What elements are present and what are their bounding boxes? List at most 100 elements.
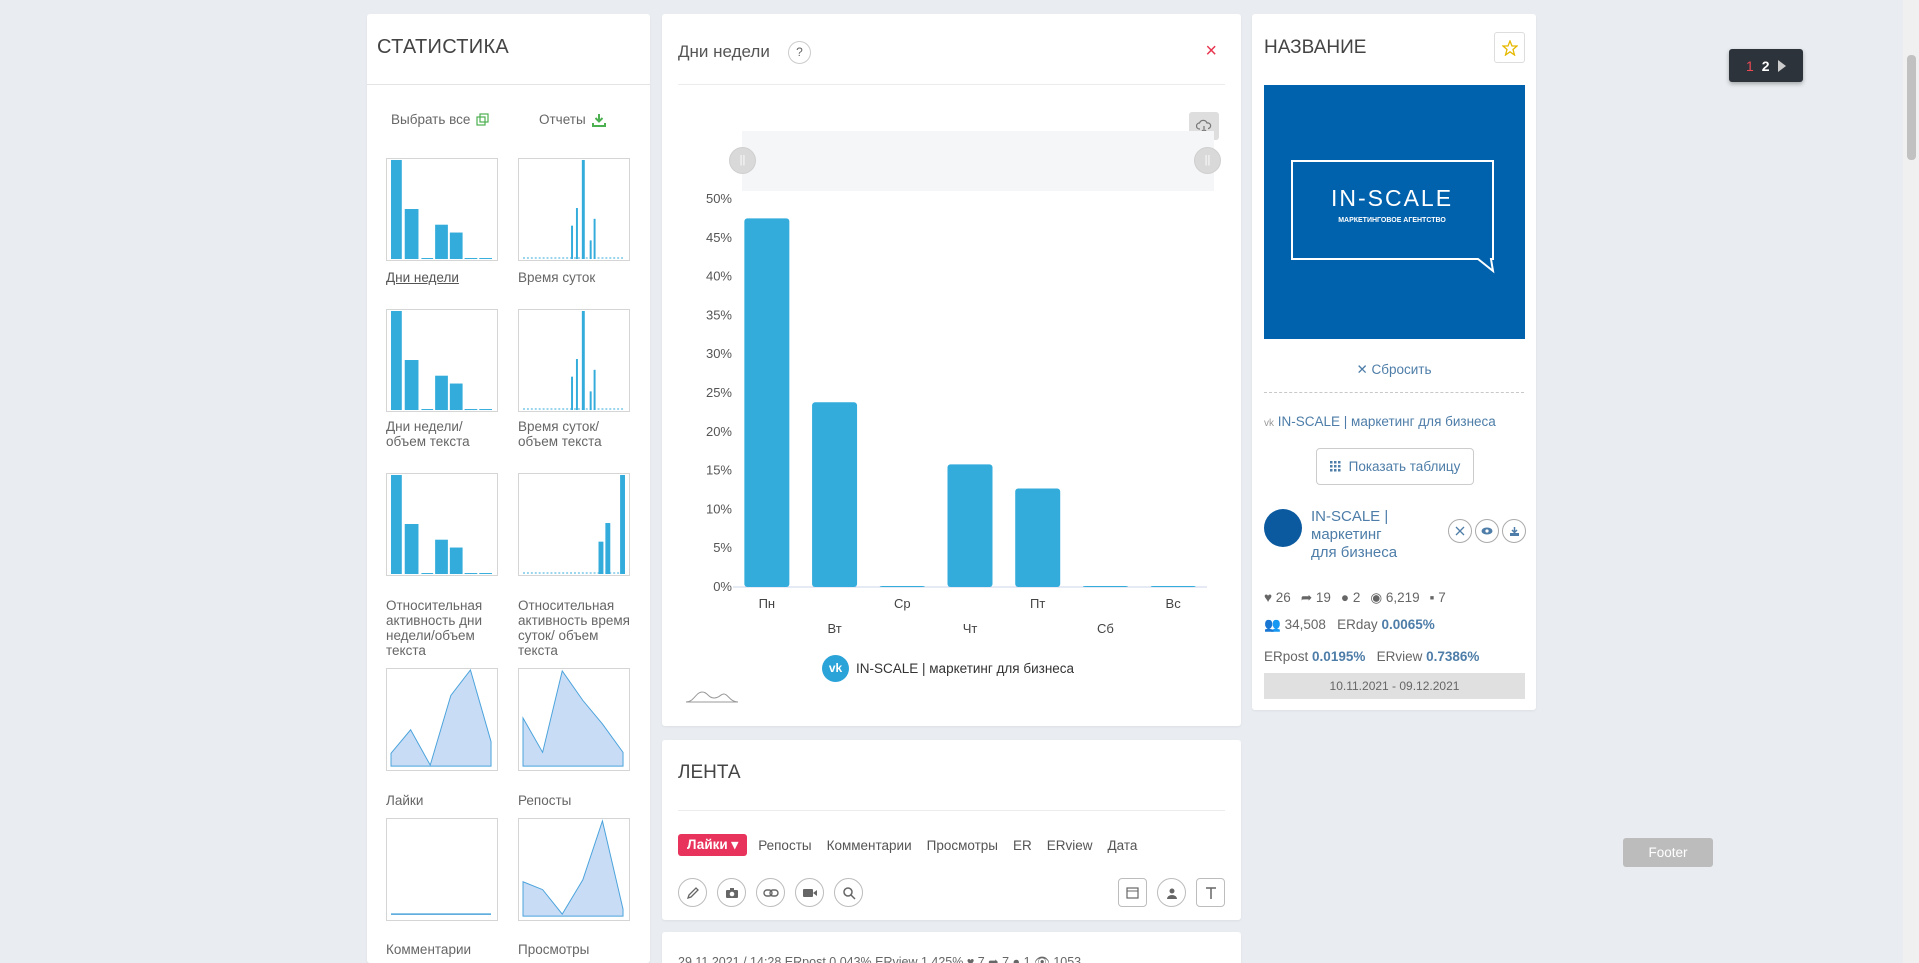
sort-er[interactable]: ER bbox=[1012, 837, 1032, 853]
bar-Вс[interactable] bbox=[1150, 586, 1196, 587]
thumb-comments[interactable] bbox=[386, 818, 498, 921]
thumb-views[interactable] bbox=[518, 818, 630, 921]
download-icon bbox=[1509, 526, 1519, 536]
bar-chart: 0% 5% 10% 15% 20% 25% 30% 35% 40% 45% 50% Пн Вт Ср Чт… bbox=[706, 191, 1207, 636]
thumb-label[interactable]: Просмотры bbox=[518, 942, 590, 957]
subscribers-stat: 👥 34,508 ERday 0.0065% bbox=[1264, 617, 1435, 632]
star-icon bbox=[1501, 39, 1518, 56]
avatar[interactable] bbox=[1264, 509, 1302, 547]
sort-likes-label: Лайки bbox=[687, 837, 728, 852]
reset-button[interactable]: ✕ Сбросить bbox=[1356, 362, 1432, 377]
reports-button[interactable]: Отчеты bbox=[539, 112, 606, 127]
page-1-button[interactable]: 1 bbox=[1746, 57, 1754, 74]
thumb-label[interactable]: Время суток/ объем текста bbox=[518, 419, 602, 449]
info-title: НАЗВАНИЕ bbox=[1264, 37, 1367, 58]
vk-small-icon: vk bbox=[1264, 418, 1274, 429]
feed-post: 29.11.2021 / 14:28 ERpost 0,043% ERview … bbox=[662, 932, 1241, 963]
divider bbox=[367, 84, 650, 85]
sort-comments[interactable]: Комментарии bbox=[826, 837, 912, 853]
feed-sort-bar: Лайки ▾ Репосты Комментарии Просмотры ER… bbox=[678, 834, 1152, 856]
download-button[interactable] bbox=[1502, 519, 1526, 543]
remove-button[interactable] bbox=[1448, 519, 1472, 543]
chart-panel: Дни недели ? × || || 0% 5% 10% 15% 20% 25% 30%… bbox=[662, 14, 1241, 726]
thumb-time-of-day[interactable] bbox=[518, 158, 630, 261]
thumb-days-of-week[interactable] bbox=[386, 158, 498, 261]
link-icon[interactable] bbox=[756, 878, 785, 907]
scrollbar-thumb[interactable] bbox=[1907, 55, 1916, 160]
calendar-icon[interactable] bbox=[1118, 878, 1147, 907]
sort-erview[interactable]: ERview bbox=[1046, 837, 1093, 853]
zoom-handle-right[interactable]: || bbox=[1194, 147, 1221, 174]
feed-view-icons bbox=[1118, 878, 1225, 907]
logo-text: IN-SCALE bbox=[1331, 185, 1453, 211]
page-name-link[interactable]: IN-SCALE | маркетинг для бизнеса bbox=[1311, 508, 1398, 561]
zoom-handle-left[interactable]: || bbox=[729, 147, 756, 174]
posts-stat: ▪ 7 bbox=[1429, 590, 1446, 605]
select-all-button[interactable]: Выбрать все bbox=[391, 112, 490, 127]
y-tick-label: 0% bbox=[713, 579, 732, 594]
thumb-label[interactable]: Дни недели bbox=[386, 270, 459, 285]
thumb-label[interactable]: Относительная активность дни недели/объе… bbox=[386, 598, 483, 658]
scrollbar[interactable] bbox=[1903, 0, 1919, 963]
view-button[interactable] bbox=[1475, 519, 1499, 543]
sort-likes-button[interactable]: Лайки ▾ bbox=[678, 834, 748, 856]
logo-subtext: МАРКЕТИНГОВОЕ АГЕНТСТВО bbox=[1338, 217, 1446, 224]
user-icon[interactable] bbox=[1157, 878, 1186, 907]
sort-views[interactable]: Просмотры bbox=[926, 837, 998, 853]
search-icon[interactable] bbox=[834, 878, 863, 907]
y-tick-label: 35% bbox=[706, 307, 732, 322]
bar-Вт[interactable] bbox=[812, 402, 858, 587]
likes-stat: ♥ 26 bbox=[1264, 590, 1291, 605]
select-all-label: Выбрать все bbox=[391, 112, 471, 127]
bar-Сб[interactable] bbox=[1082, 586, 1128, 587]
y-tick-label: 40% bbox=[706, 269, 732, 284]
thumb-label[interactable]: Время суток bbox=[518, 270, 596, 285]
divider bbox=[678, 84, 1225, 85]
pencil-icon[interactable] bbox=[678, 878, 707, 907]
y-tick-label: 45% bbox=[706, 230, 732, 245]
chart-legend[interactable]: vk IN-SCALE | маркетинг для бизнеса bbox=[822, 655, 1074, 682]
bar-Пн[interactable] bbox=[744, 218, 790, 587]
sort-date[interactable]: Дата bbox=[1107, 837, 1138, 853]
text-icon[interactable] bbox=[1196, 878, 1225, 907]
bar-Чт[interactable] bbox=[947, 464, 993, 587]
help-button[interactable]: ? bbox=[788, 41, 811, 64]
thumb-label[interactable]: Дни недели/ объем текста bbox=[386, 419, 470, 449]
next-page-icon[interactable] bbox=[1777, 59, 1786, 72]
x-tick-label: Ср bbox=[894, 596, 911, 611]
bar-Пт[interactable] bbox=[1015, 488, 1061, 587]
thumb-days-of-week-text[interactable] bbox=[386, 309, 498, 412]
divider bbox=[678, 810, 1225, 811]
thumb-time-of-day-text[interactable] bbox=[518, 309, 630, 412]
thumb-relative-days[interactable] bbox=[386, 473, 498, 576]
thumb-label[interactable]: Комментарии bbox=[386, 942, 472, 957]
page-logo: IN-SCALE МАРКЕТИНГОВОЕ АГЕНТСТВО bbox=[1264, 85, 1525, 339]
x-tick-label: Вт bbox=[827, 621, 841, 636]
post-meta: 29.11.2021 / 14:28 ERpost 0,043% ERview … bbox=[678, 955, 1082, 963]
feed-panel: ЛЕНТА Лайки ▾ Репосты Комментарии Просмо… bbox=[662, 740, 1241, 920]
page-2-button[interactable]: 2 bbox=[1761, 57, 1770, 74]
sort-reposts[interactable]: Репосты bbox=[758, 837, 812, 853]
video-icon[interactable] bbox=[795, 878, 824, 907]
thumb-reposts[interactable] bbox=[518, 668, 630, 771]
thumb-relative-time[interactable] bbox=[518, 473, 630, 576]
feed-filter-icons bbox=[678, 878, 863, 907]
bar-Ср[interactable] bbox=[879, 586, 925, 587]
zoom-range-slider[interactable] bbox=[742, 131, 1214, 191]
show-table-button[interactable]: Показать таблицу bbox=[1316, 448, 1474, 485]
x-tick-label: Сб bbox=[1097, 621, 1114, 636]
source-label: IN-SCALE | маркетинг для бизнеса bbox=[1277, 414, 1496, 429]
close-button[interactable]: × bbox=[1205, 40, 1217, 62]
divider bbox=[1264, 392, 1524, 393]
eye-icon bbox=[1481, 527, 1493, 535]
reset-label: Сбросить bbox=[1371, 362, 1432, 377]
favorite-button[interactable] bbox=[1494, 32, 1525, 63]
footer-button[interactable]: Footer bbox=[1623, 838, 1713, 867]
thumb-likes[interactable] bbox=[386, 668, 498, 771]
camera-icon[interactable] bbox=[717, 878, 746, 907]
thumb-label[interactable]: Репосты bbox=[518, 793, 572, 808]
source-link[interactable]: vk IN-SCALE | маркетинг для бизнеса bbox=[1264, 414, 1496, 429]
thumb-label[interactable]: Относительная активность время суток/ об… bbox=[518, 598, 630, 658]
y-tick-label: 50% bbox=[706, 191, 732, 206]
thumb-label[interactable]: Лайки bbox=[386, 793, 424, 808]
